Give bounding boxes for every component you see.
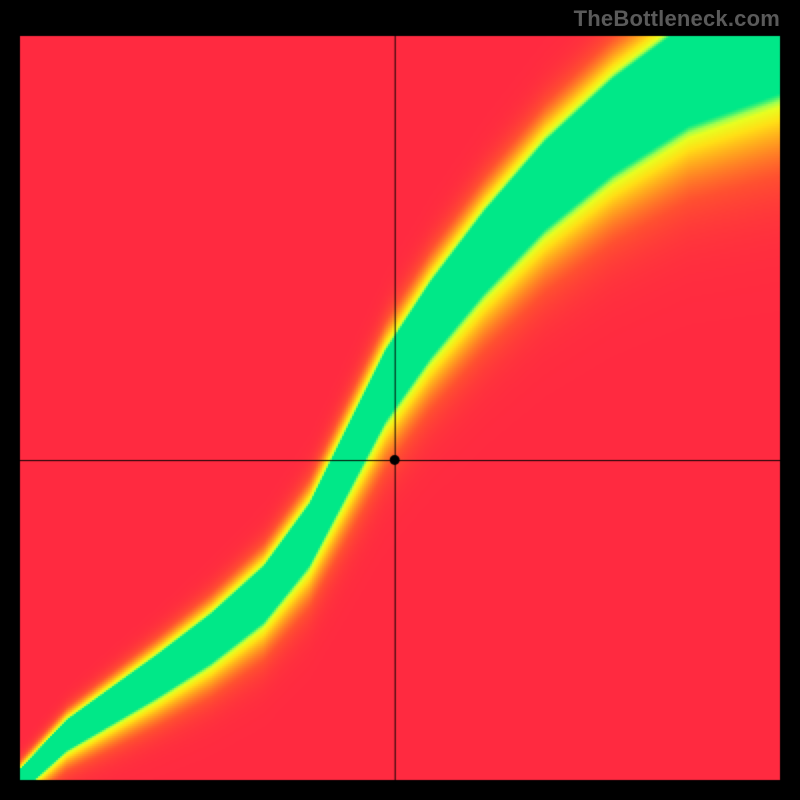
bottleneck-heatmap <box>0 0 800 800</box>
watermark-text: TheBottleneck.com <box>574 6 780 32</box>
chart-root: { "watermark": { "text": "TheBottleneck.… <box>0 0 800 800</box>
